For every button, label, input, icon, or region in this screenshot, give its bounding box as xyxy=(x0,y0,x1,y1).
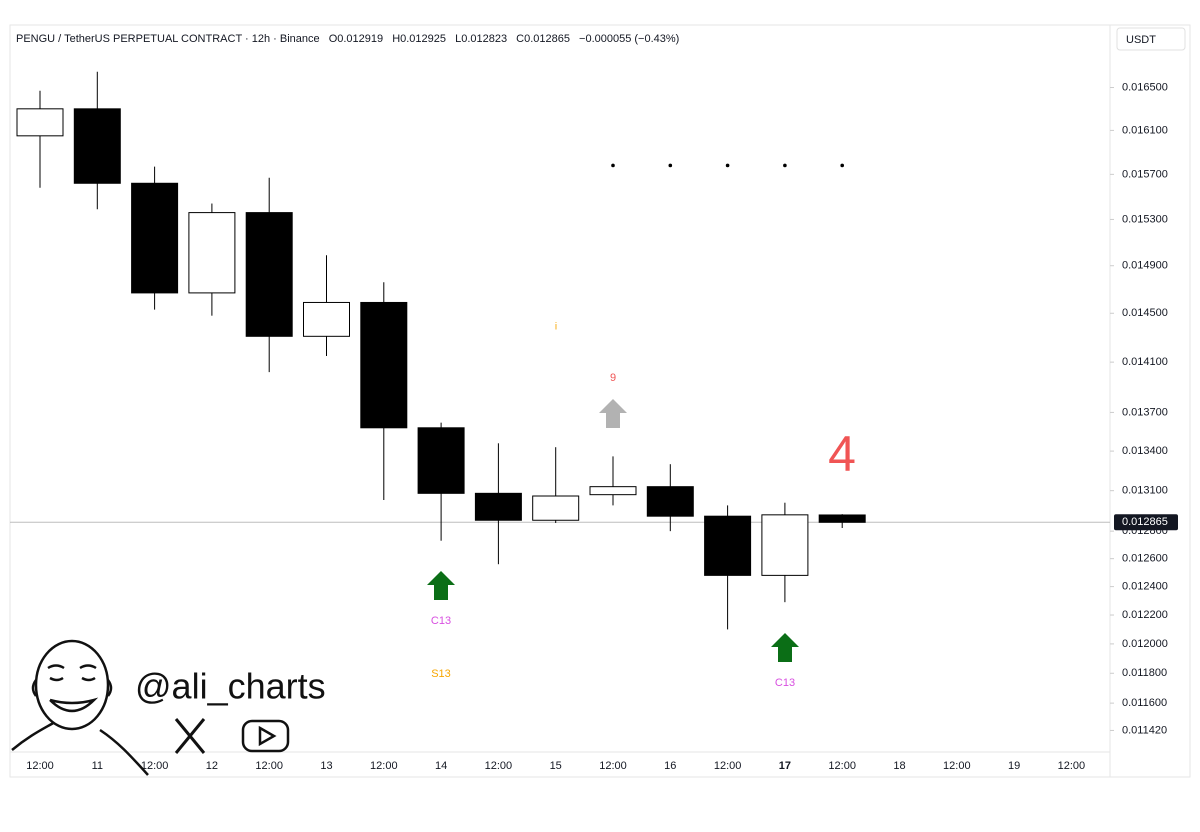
gray-arrow xyxy=(599,399,627,428)
avatar-brows xyxy=(47,664,97,670)
candle-body xyxy=(704,515,752,576)
level-dot xyxy=(725,163,730,168)
annotation: i xyxy=(555,322,557,333)
avatar-eyes xyxy=(49,676,96,682)
green-arrow xyxy=(771,633,799,662)
y-tick-label: 0.016100 xyxy=(1122,124,1168,136)
x-tick-label: 17 xyxy=(779,760,791,772)
candle-body xyxy=(303,301,350,337)
y-tick-label: 0.014500 xyxy=(1122,307,1168,319)
level-dot xyxy=(611,163,615,168)
x-tick-label: 12 xyxy=(206,760,218,772)
ohlc-change: −0.000055 (−0.43%) xyxy=(579,33,679,45)
candle-body xyxy=(417,427,465,494)
candle-body xyxy=(818,514,866,523)
annotation: S13 xyxy=(431,668,451,680)
x-tick-label: 12:00 xyxy=(370,760,398,772)
chart-frame xyxy=(9,24,1191,778)
ohlc-open: O0.012919 xyxy=(329,33,383,45)
header: PENGU / TetherUS PERPETUAL CONTRACT · 12… xyxy=(16,33,679,45)
x-tick-label: 12:00 xyxy=(1058,760,1086,772)
level-dot xyxy=(783,163,787,168)
y-tick-label: 0.012400 xyxy=(1122,581,1168,593)
ohlc-low: L0.012823 xyxy=(455,33,507,45)
x-tick-label: 12:00 xyxy=(714,760,742,772)
y-tick-label: 0.015700 xyxy=(1122,168,1168,180)
x-tick-label: 11 xyxy=(92,760,103,772)
watermark: @ali_charts xyxy=(11,639,326,776)
candle-body xyxy=(131,182,179,294)
x-tick-label: 12:00 xyxy=(943,760,971,772)
y-tick-label: 0.011600 xyxy=(1122,697,1167,709)
x-tick-label: 15 xyxy=(550,760,562,772)
last-price-label: 0.012865 xyxy=(1122,516,1168,528)
candle-body xyxy=(188,212,236,294)
avatar-head xyxy=(34,639,110,731)
x-tick-label: 12:00 xyxy=(255,760,283,772)
x-tick-label: 12:00 xyxy=(828,760,856,772)
level-dot xyxy=(840,163,844,168)
annotation: C13 xyxy=(775,677,795,689)
y-tick-label: 0.013700 xyxy=(1122,406,1168,418)
symbol-title: PENGU / TetherUS PERPETUAL CONTRACT · 12… xyxy=(16,33,320,45)
y-tick-label: 0.012000 xyxy=(1122,638,1168,650)
ohlc-high: H0.012925 xyxy=(392,33,446,45)
y-tick-label: 0.012600 xyxy=(1122,553,1168,565)
candle-body xyxy=(646,486,694,517)
x-tick-label: 12:00 xyxy=(599,760,627,772)
watermark-handle: @ali_charts xyxy=(135,666,326,707)
candle-body xyxy=(474,492,522,521)
x-icon-stroke xyxy=(174,718,206,754)
y-tick-label: 0.014100 xyxy=(1122,356,1168,368)
candle-body xyxy=(532,495,580,521)
x-tick-label: 12:00 xyxy=(485,760,513,772)
x-icon xyxy=(174,718,206,754)
currency[interactable]: USDT xyxy=(1126,34,1156,46)
y-tick-label: 0.011800 xyxy=(1122,667,1167,679)
annotation: C13 xyxy=(431,615,451,627)
candle-body xyxy=(16,108,64,137)
y-tick-label: 0.012200 xyxy=(1122,609,1168,621)
x-tick-label: 14 xyxy=(435,760,447,772)
avatar-smile xyxy=(49,697,99,713)
avatar xyxy=(11,639,149,776)
x-tick-label: 18 xyxy=(893,760,905,772)
annotation: 4 xyxy=(828,426,856,482)
y-tick-label: 0.014900 xyxy=(1122,260,1168,272)
y-tick-label: 0.015300 xyxy=(1122,213,1168,225)
y-tick-label: 0.013100 xyxy=(1122,485,1168,497)
youtube-play xyxy=(258,725,277,747)
candle-body xyxy=(589,486,637,496)
candle-body xyxy=(360,301,408,429)
candle-body xyxy=(73,108,121,184)
ohlc-close: C0.012865 xyxy=(516,33,570,45)
avatar-ears xyxy=(31,679,113,697)
y-tick-label: 0.016500 xyxy=(1122,81,1168,93)
x-tick-label: 16 xyxy=(664,760,676,772)
candle-body xyxy=(761,514,809,576)
last-price-box xyxy=(1114,514,1178,531)
x-tick-label: 13 xyxy=(320,760,332,772)
youtube-icon xyxy=(241,719,290,753)
y-tick-label: 0.011420 xyxy=(1122,724,1167,736)
avatar-shoulder xyxy=(99,728,149,776)
level-dot xyxy=(668,163,673,168)
currency-box[interactable] xyxy=(1116,27,1186,51)
annotation: 9 xyxy=(610,372,616,384)
x-tick-label: 12:00 xyxy=(141,760,169,772)
y-tick-label: 0.013400 xyxy=(1122,445,1168,457)
candle-body xyxy=(245,212,293,337)
x-tick-label: 19 xyxy=(1008,760,1020,772)
x-tick-label: 12:00 xyxy=(26,760,54,772)
green-arrow xyxy=(427,571,455,600)
